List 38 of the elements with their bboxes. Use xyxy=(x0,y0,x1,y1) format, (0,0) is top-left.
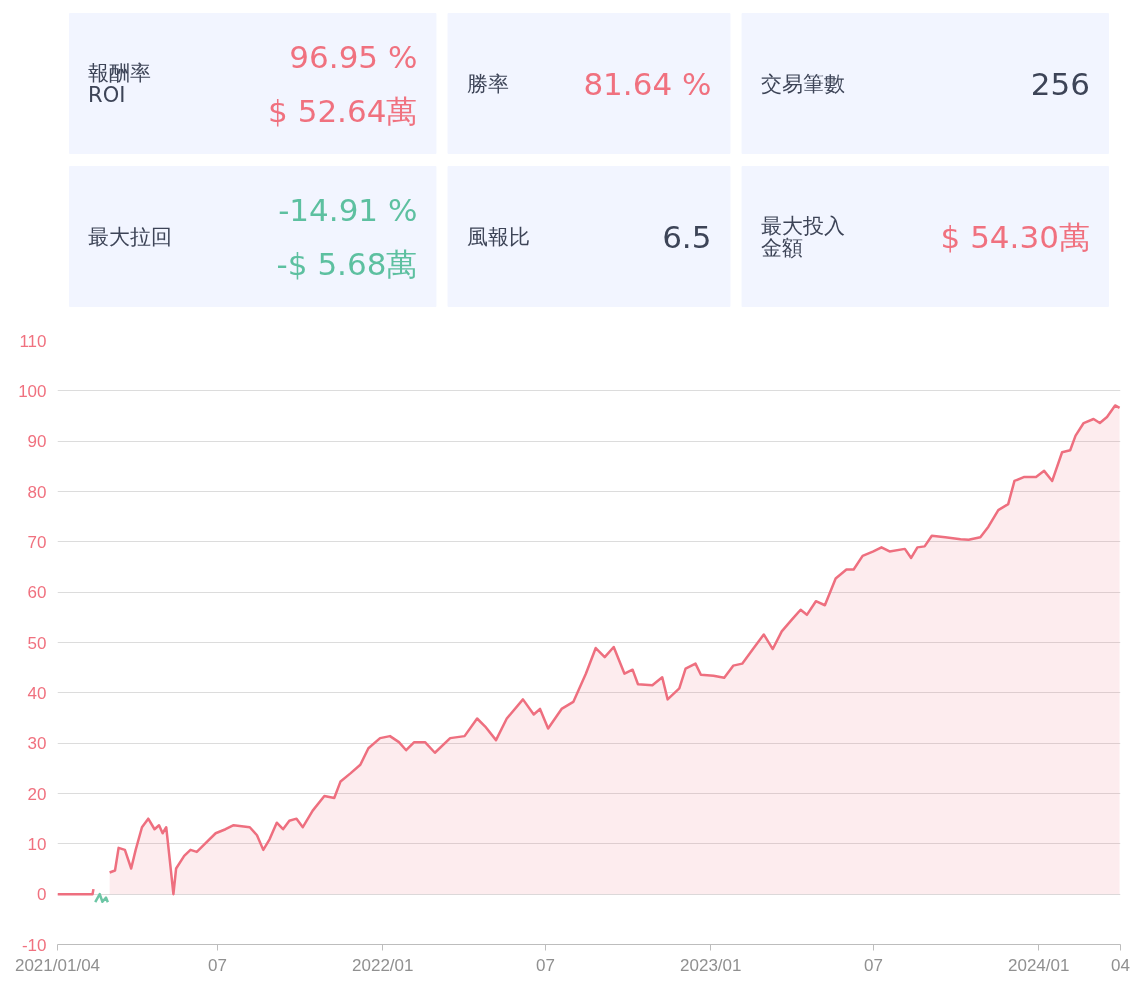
y-tick-label: 20 xyxy=(27,784,47,804)
y-tick-label: 10 xyxy=(27,834,47,854)
x-tick-label: 2023/01 xyxy=(680,955,742,975)
x-tick-label: 07 xyxy=(863,955,883,975)
x-tick-label: 2021/01/04 xyxy=(14,955,101,975)
y-tick-label: 40 xyxy=(27,683,47,703)
y-tick-label: 100 xyxy=(18,381,47,401)
text: $ 52.64萬 xyxy=(268,92,418,129)
y-tick-label: 30 xyxy=(27,734,47,754)
text: 勝率 xyxy=(466,71,509,96)
text: 6.5 xyxy=(662,218,712,255)
line-series xyxy=(93,892,110,904)
x-tick-label: 07 xyxy=(207,955,227,975)
text: -$ 5.68萬 xyxy=(276,245,418,282)
x-tick-label: 2024/01 xyxy=(1008,955,1070,975)
y-tick-label: -10 xyxy=(21,935,47,955)
x-tick-label: 07 xyxy=(535,955,555,975)
text: $ 54.30萬 xyxy=(940,218,1090,255)
y-tick-label: 70 xyxy=(27,532,47,552)
text: 最大投入 xyxy=(760,213,845,238)
y-tick-label: 60 xyxy=(27,583,47,603)
y-tick-label: 80 xyxy=(27,482,47,502)
text: 256 xyxy=(1030,65,1090,102)
text: 金額 xyxy=(760,235,803,260)
text: 最大拉回 xyxy=(88,224,173,249)
text: 交易筆數 xyxy=(760,71,845,96)
text: 風報比 xyxy=(466,224,530,249)
text: ROI xyxy=(88,82,126,107)
text: 96.95 % xyxy=(289,38,418,75)
x-tick-label: 2022/01 xyxy=(352,955,414,975)
y-tick-label: 90 xyxy=(27,432,47,452)
y-tick-label: 0 xyxy=(37,885,47,905)
y-tick-label: 110 xyxy=(19,331,47,351)
text: 報酬率 xyxy=(88,60,152,85)
text: -14.91 % xyxy=(278,191,418,228)
text: 81.64 % xyxy=(583,65,712,102)
y-tick-label: 50 xyxy=(27,633,47,653)
x-tick-label: 04 xyxy=(1111,955,1130,975)
